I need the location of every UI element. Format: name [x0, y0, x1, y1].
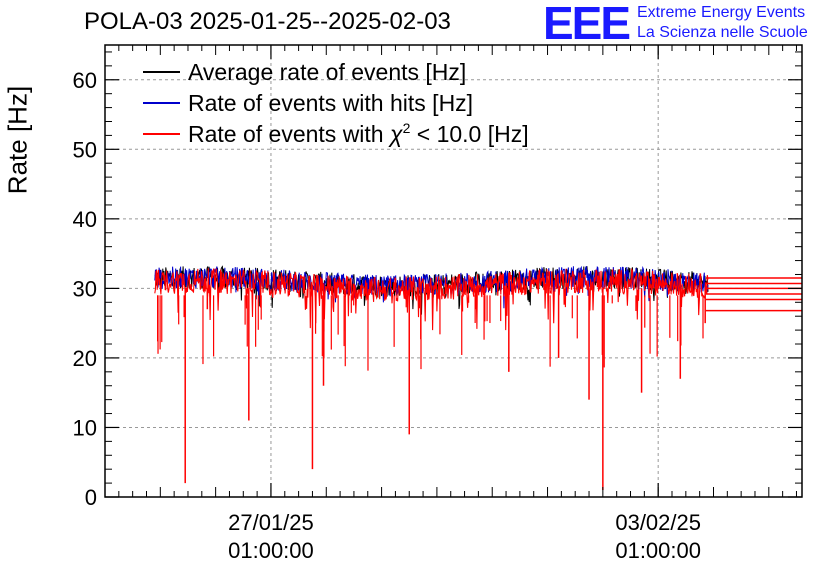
y-tick-label: 10: [73, 415, 97, 440]
series-chi2-line: [154, 267, 709, 331]
eee-logo-text: Extreme Energy Events La Scienza nelle S…: [637, 3, 808, 43]
y-tick-label: 60: [73, 68, 97, 93]
x-tick-date: 03/02/25: [615, 510, 701, 535]
legend-label-hits: Rate of events with hits [Hz]: [188, 90, 473, 116]
y-tick-label: 40: [73, 207, 97, 232]
y-tick-label: 30: [73, 276, 97, 301]
legend-label-chi2: Rate of events with χ2 < 10.0 [Hz]: [188, 120, 529, 147]
y-tick-label: 0: [85, 485, 97, 510]
y-tick-label: 50: [73, 137, 97, 162]
axis-layer: 0 10 20 30 40 50 60 27/01/25 01:00:00 03/02/25 01:…: [73, 45, 802, 563]
y-tick-label: 20: [73, 346, 97, 371]
eee-logo: EEE: [543, 0, 631, 49]
x-tick-time: 01:00:00: [615, 538, 701, 563]
logo-line-2: La Scienza nelle Scuole: [637, 24, 808, 41]
chart-title: POLA-03 2025-01-25--2025-02-03: [84, 8, 451, 35]
legend: Average rate of events [Hz] Rate of even…: [143, 59, 529, 147]
data-layer: [154, 265, 802, 491]
x-tick-date: 27/01/25: [228, 510, 314, 535]
logo-line-1: Extreme Energy Events: [637, 4, 806, 21]
plot-frame: [104, 44, 803, 498]
legend-label-average: Average rate of events [Hz]: [188, 59, 466, 85]
x-tick-time: 01:00:00: [228, 538, 314, 563]
